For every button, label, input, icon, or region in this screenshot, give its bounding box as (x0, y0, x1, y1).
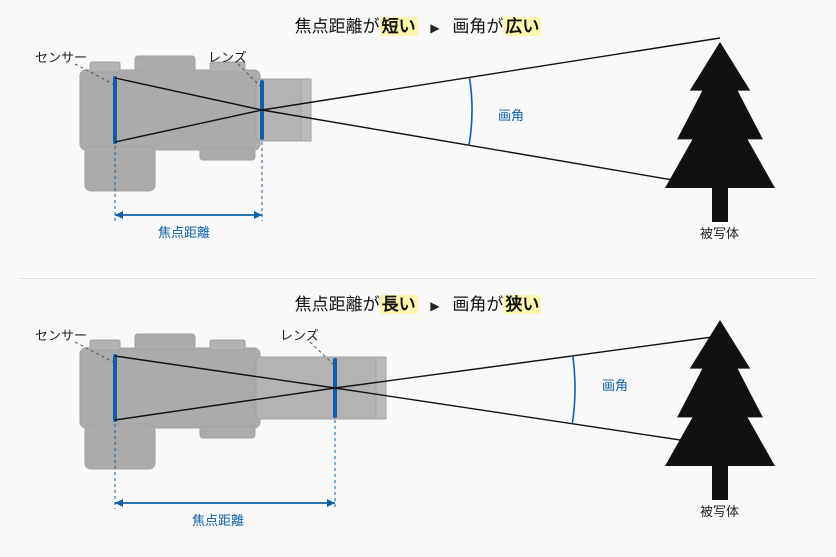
sensor-label: センサー (35, 50, 87, 65)
panel-long-focal: 焦点距離が長い ▶ 画角が狭い センサーレンズ焦点距離画角被写体 (0, 278, 836, 556)
angle-label: 画角 (602, 378, 628, 393)
sensor-label: センサー (35, 328, 87, 343)
lens-label: レンズ (280, 328, 319, 343)
panel-short-focal: 焦点距離が短い ▶ 画角が広い センサーレンズ焦点距離画角被写体 (0, 0, 836, 278)
subject-label: 被写体 (700, 226, 739, 241)
angle-label: 画角 (498, 108, 524, 123)
lens-label: レンズ (208, 50, 247, 65)
diagram-short: センサー レンズ焦点距離 画角被写体 (0, 0, 836, 278)
subject-label: 被写体 (700, 504, 739, 519)
focal-length-label: 焦点距離 (158, 225, 210, 240)
diagram-long: センサー レンズ焦点距離 画角被写体 (0, 278, 836, 556)
focal-length-label: 焦点距離 (192, 513, 244, 528)
